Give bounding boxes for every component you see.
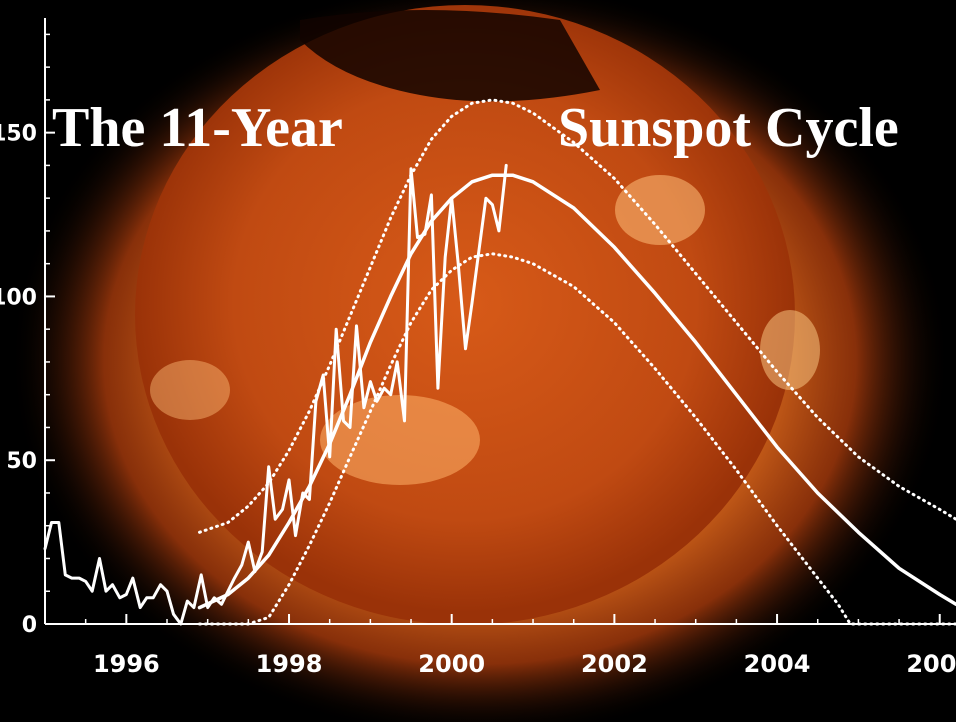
chart-title-left: The 11-Year bbox=[52, 97, 343, 159]
x-tick-label: 1998 bbox=[256, 650, 323, 678]
sun-disk bbox=[135, 5, 795, 625]
x-tick-label: 2000 bbox=[418, 650, 485, 678]
active-region bbox=[150, 360, 230, 420]
y-tick-label: 150 bbox=[0, 122, 37, 147]
coronal-hole bbox=[300, 10, 600, 102]
y-tick-label: 50 bbox=[6, 449, 37, 474]
prediction-bound-line bbox=[198, 98, 956, 534]
active-region bbox=[760, 310, 820, 390]
active-region bbox=[615, 175, 705, 245]
chart-title-right: Sunspot Cycle bbox=[558, 97, 899, 159]
observed-sunspot-line bbox=[43, 163, 508, 626]
sun-backdrop bbox=[10, 0, 950, 722]
active-region bbox=[320, 395, 480, 485]
axes bbox=[44, 18, 956, 625]
data-series bbox=[43, 98, 956, 626]
y-axis-ticks: 0 50 100 150 bbox=[0, 33, 55, 638]
predicted-cycle-line bbox=[197, 173, 956, 610]
x-tick-label: 2004 bbox=[744, 650, 811, 678]
x-tick-label: 1996 bbox=[93, 650, 160, 678]
y-tick-label: 0 bbox=[22, 613, 37, 638]
y-tick-label: 100 bbox=[0, 285, 37, 310]
x-tick-label: 2006 bbox=[906, 650, 956, 678]
x-axis-ticks: 1996 1998 2000 2002 2004 2006 bbox=[84, 614, 956, 678]
prediction-bound-line bbox=[198, 252, 956, 626]
x-tick-label: 2002 bbox=[581, 650, 648, 678]
